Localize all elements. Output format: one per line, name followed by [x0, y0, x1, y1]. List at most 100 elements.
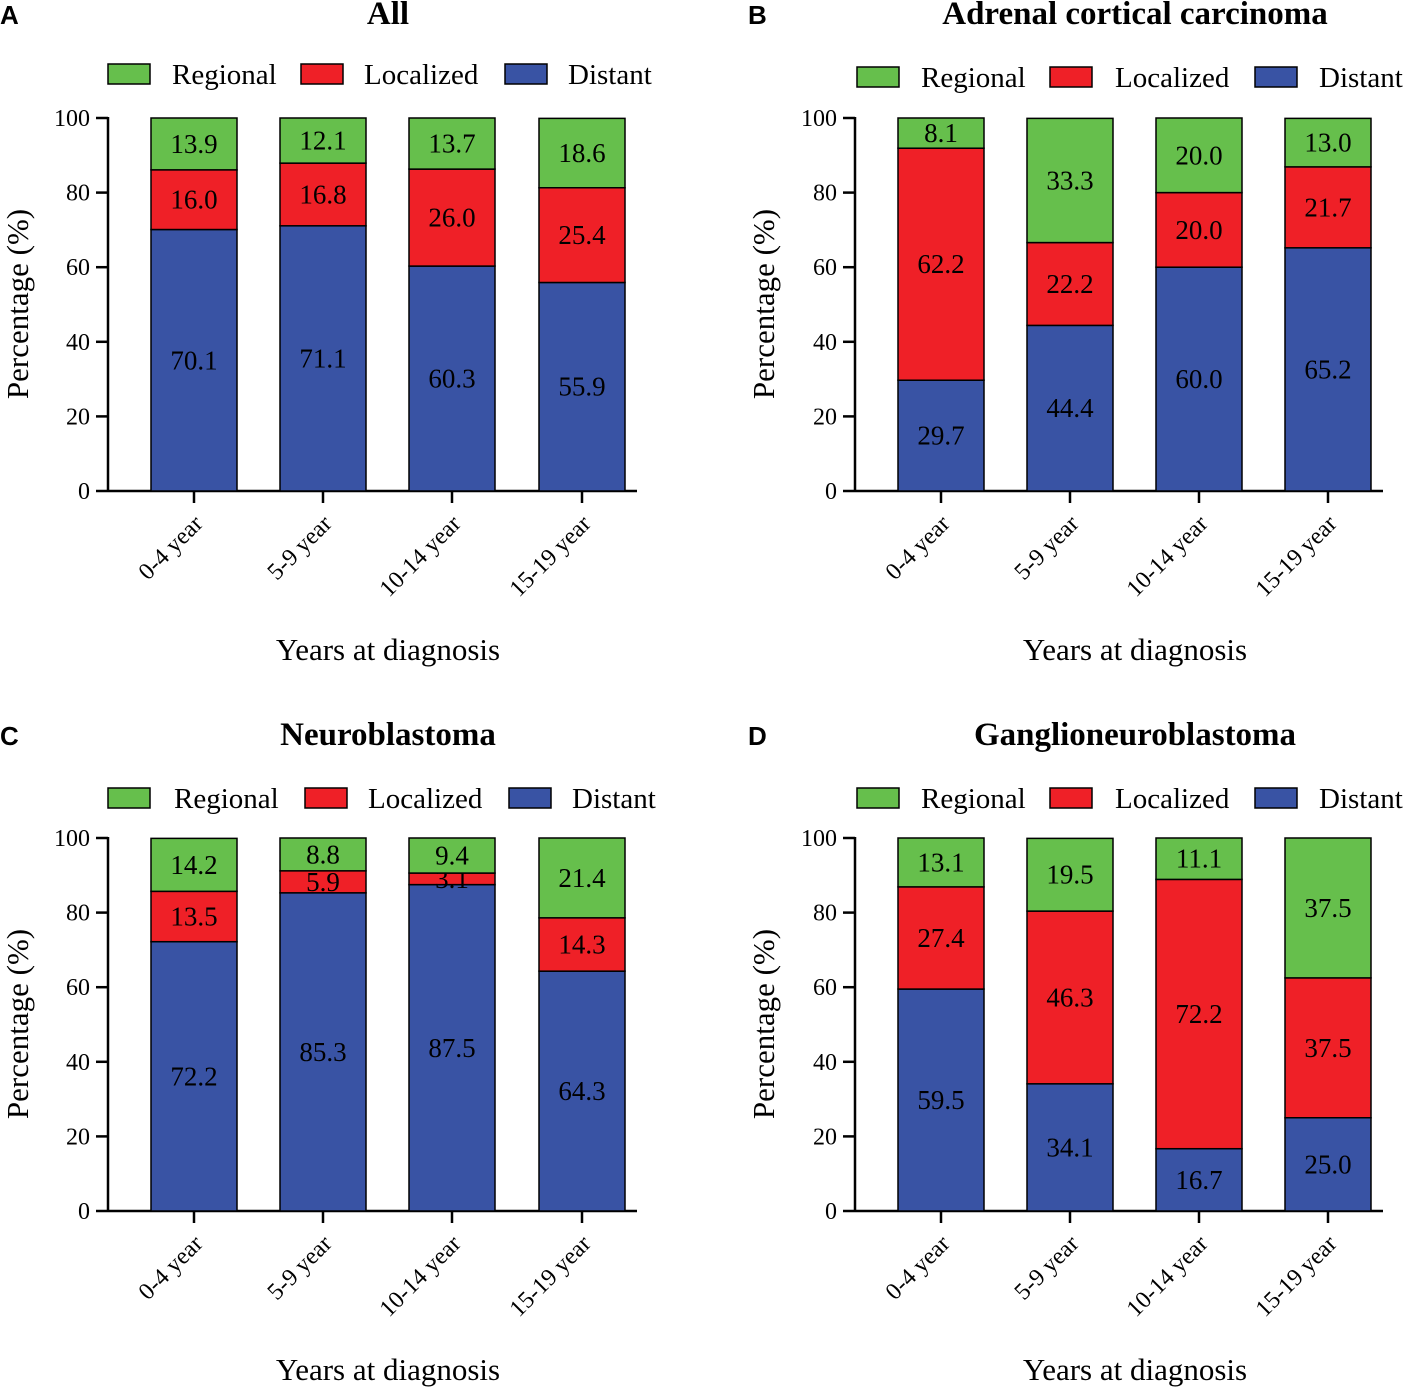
- data-label-regional-10-14-year: 11.1: [1176, 844, 1222, 874]
- bar-segment-regional-10-14-year: [1155, 117, 1243, 194]
- data-label-distant-5-9-year: 44.4: [1046, 393, 1094, 423]
- bar-segment-localized-5-9-year: [1026, 241, 1114, 327]
- data-label-localized-5-9-year: 5.9: [306, 867, 340, 897]
- legend-swatch-distant: [1254, 66, 1298, 88]
- bar-segment-distant-15-19-year: [1284, 1117, 1372, 1212]
- data-label-regional-5-9-year: 12.1: [299, 126, 346, 156]
- data-label-localized-5-9-year: 46.3: [1046, 982, 1093, 1012]
- legend: Regional Localized Distant: [856, 783, 1403, 815]
- x-axis: 0-4 year 5-9 year 10-14 year 15-19 year: [108, 1209, 637, 1322]
- data-label-distant-10-14-year: 87.5: [428, 1033, 475, 1063]
- data-label-regional-15-19-year: 13.0: [1304, 128, 1351, 158]
- x-axis: 0-4 year 5-9 year 10-14 year 15-19 year: [108, 489, 637, 602]
- y-tick-label: 0: [825, 479, 837, 505]
- x-tick-label-15-19-year: 15-19 year: [505, 511, 596, 602]
- y-tick-label: 40: [66, 330, 90, 356]
- panel-d: D Ganglioneuroblastoma Regional Localized Di…: [746, 717, 1403, 1387]
- bar-segment-regional-10-14-year: [408, 837, 496, 874]
- legend-label-distant: Distant: [568, 59, 652, 91]
- data-label-regional-10-14-year: 9.4: [435, 841, 469, 871]
- bar-segment-localized-0-4-year: [897, 147, 985, 381]
- y-axis: 0 20 40 60 80 100: [54, 106, 110, 505]
- legend-label-regional: Regional: [172, 59, 277, 91]
- legend-swatch-regional: [107, 787, 151, 809]
- y-axis-title: Percentage (%): [746, 929, 781, 1119]
- data-label-regional-0-4-year: 14.2: [170, 850, 217, 880]
- bar-segment-distant-10-14-year: [1155, 266, 1243, 492]
- data-label-regional-10-14-year: 13.7: [428, 129, 475, 159]
- bar-segment-regional-15-19-year: [1284, 837, 1372, 979]
- bar-segment-regional-10-14-year: [408, 117, 496, 170]
- data-label-localized-0-4-year: 13.5: [170, 902, 217, 932]
- data-label-regional-15-19-year: 37.5: [1304, 893, 1351, 923]
- y-axis-title: Percentage (%): [0, 929, 35, 1119]
- legend-swatch-regional: [107, 63, 151, 85]
- legend-swatch-localized: [304, 787, 348, 809]
- panel-letter: C: [0, 721, 19, 751]
- legend-swatch-regional: [856, 66, 900, 88]
- data-label-distant-0-4-year: 70.1: [170, 345, 217, 375]
- data-label-distant-0-4-year: 29.7: [917, 421, 964, 451]
- y-tick-label: 100: [801, 826, 837, 852]
- x-tick-label-0-4-year: 0-4 year: [881, 1231, 955, 1305]
- y-tick-label: 80: [66, 181, 90, 207]
- y-tick-label: 100: [801, 106, 837, 132]
- data-label-distant-5-9-year: 34.1: [1046, 1132, 1093, 1162]
- legend-label-localized: Localized: [1115, 62, 1230, 94]
- y-tick-label: 100: [54, 106, 90, 132]
- legend-swatch-distant: [1254, 787, 1298, 809]
- legend-swatch-localized: [300, 63, 344, 85]
- legend-label-distant: Distant: [572, 783, 656, 815]
- legend-label-regional: Regional: [921, 62, 1026, 94]
- data-label-localized-5-9-year: 16.8: [299, 179, 346, 209]
- x-tick-label-15-19-year: 15-19 year: [1251, 1231, 1342, 1322]
- data-label-regional-5-9-year: 33.3: [1046, 165, 1093, 195]
- panel-letter: A: [0, 0, 19, 30]
- legend-label-distant: Distant: [1319, 62, 1403, 94]
- x-axis-title: Years at diagnosis: [1023, 632, 1247, 667]
- panel-letter: D: [748, 721, 767, 751]
- bars: 70.1 16.0 13.9 71.1 16.8 12.1 60.3 26.0 13.7 55.9…: [150, 117, 626, 492]
- bar-segment-regional-15-19-year: [538, 837, 626, 919]
- data-label-localized-10-14-year: 20.0: [1175, 215, 1222, 245]
- bar-segment-distant-10-14-year: [1155, 1147, 1243, 1212]
- bars: 29.7 62.2 8.1 44.4 22.2 33.3 60.0 20.0 20.0 65.2 2…: [897, 117, 1372, 492]
- y-tick-label: 80: [813, 181, 837, 207]
- legend-label-localized: Localized: [364, 59, 479, 91]
- data-label-localized-15-19-year: 25.4: [558, 220, 606, 250]
- data-label-regional-5-9-year: 19.5: [1046, 860, 1093, 890]
- bar-segment-localized-0-4-year: [150, 890, 238, 943]
- legend-label-distant: Distant: [1319, 783, 1403, 815]
- bar-segment-distant-10-14-year: [408, 883, 496, 1212]
- y-tick-label: 60: [66, 255, 90, 281]
- bar-segment-regional-5-9-year: [1026, 117, 1114, 244]
- bar-segment-localized-15-19-year: [538, 917, 626, 972]
- data-label-regional-15-19-year: 21.4: [558, 863, 606, 893]
- data-label-distant-15-19-year: 65.2: [1304, 354, 1351, 384]
- x-tick-label-5-9-year: 5-9 year: [1010, 511, 1084, 585]
- x-tick-label-0-4-year: 0-4 year: [881, 511, 955, 585]
- bar-segment-regional-0-4-year: [150, 837, 238, 893]
- bar-segment-localized-5-9-year: [279, 162, 367, 227]
- bar-segment-distant-0-4-year: [150, 940, 238, 1212]
- bar-segment-distant-0-4-year: [897, 379, 985, 492]
- bar-segment-regional-0-4-year: [897, 837, 985, 888]
- data-label-distant-10-14-year: 60.0: [1175, 364, 1222, 394]
- y-tick-label: 60: [813, 255, 837, 281]
- bar-segment-localized-15-19-year: [538, 187, 626, 284]
- data-label-regional-10-14-year: 20.0: [1175, 140, 1222, 170]
- y-tick-label: 20: [813, 1124, 837, 1150]
- x-axis: 0-4 year 5-9 year 10-14 year 15-19 year: [855, 489, 1383, 602]
- data-label-localized-10-14-year: 72.2: [1175, 999, 1222, 1029]
- y-tick-label: 100: [54, 826, 90, 852]
- legend-swatch-localized: [1049, 787, 1093, 809]
- data-label-localized-15-19-year: 21.7: [1304, 192, 1351, 222]
- legend-swatch-distant: [508, 787, 552, 809]
- data-label-regional-0-4-year: 13.1: [917, 847, 964, 877]
- legend-label-localized: Localized: [368, 783, 483, 815]
- y-tick-label: 40: [813, 330, 837, 356]
- data-label-distant-0-4-year: 72.2: [170, 1061, 217, 1091]
- x-tick-label-15-19-year: 15-19 year: [505, 1231, 596, 1322]
- chart-title: Adrenal cortical carcinoma: [942, 0, 1328, 32]
